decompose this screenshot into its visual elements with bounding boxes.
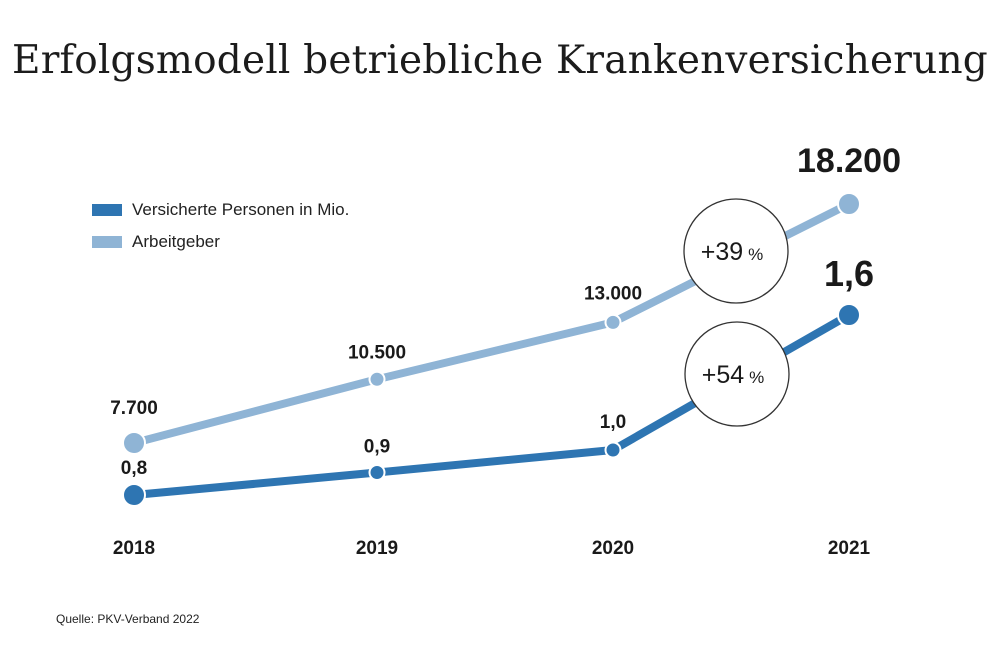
legend-label-arbeitgeber: Arbeitgeber bbox=[132, 232, 220, 251]
data-point-arbeitgeber-2019 bbox=[368, 370, 386, 388]
data-point-versicherte-2021 bbox=[837, 303, 861, 327]
legend-item-arbeitgeber: Arbeitgeber bbox=[92, 226, 349, 258]
x-tick-label-2020: 2020 bbox=[592, 538, 634, 559]
data-label-versicherte-2020: 1,0 bbox=[600, 412, 626, 433]
source-note: Quelle: PKV-Verband 2022 bbox=[56, 612, 200, 626]
data-point-arbeitgeber-2021 bbox=[837, 192, 861, 216]
x-tick-label-2018: 2018 bbox=[113, 538, 155, 559]
data-label-arbeitgeber-2018: 7.700 bbox=[110, 398, 158, 419]
chart-title: Erfolgsmodell betriebliche Krankenversic… bbox=[12, 38, 988, 83]
legend-item-versicherte: Versicherte Personen in Mio. bbox=[92, 194, 349, 226]
growth-circle-versicherte bbox=[684, 321, 790, 427]
data-label-arbeitgeber-2020: 13.000 bbox=[584, 283, 642, 304]
data-label-versicherte-2018: 0,8 bbox=[121, 458, 147, 479]
growth-label-versicherte: +54% bbox=[702, 361, 765, 389]
legend: Versicherte Personen in Mio. Arbeitgeber bbox=[92, 194, 349, 258]
legend-swatch-versicherte bbox=[92, 204, 122, 216]
data-label-versicherte-2021: 1,6 bbox=[824, 253, 874, 294]
legend-label-versicherte: Versicherte Personen in Mio. bbox=[132, 200, 350, 219]
growth-circle-arbeitgeber bbox=[683, 198, 789, 304]
data-point-versicherte-2019 bbox=[368, 464, 386, 481]
x-tick-label-2019: 2019 bbox=[356, 538, 398, 559]
data-point-arbeitgeber-2020 bbox=[604, 313, 622, 331]
growth-label-arbeitgeber: +39% bbox=[701, 238, 764, 266]
data-point-versicherte-2020 bbox=[604, 441, 622, 459]
x-tick-label-2021: 2021 bbox=[828, 538, 871, 559]
data-label-arbeitgeber-2021: 18.200 bbox=[797, 142, 901, 180]
data-point-arbeitgeber-2018 bbox=[122, 431, 146, 455]
legend-swatch-arbeitgeber bbox=[92, 236, 122, 248]
data-label-arbeitgeber-2019: 10.500 bbox=[348, 342, 406, 363]
data-point-versicherte-2018 bbox=[122, 483, 146, 507]
data-label-versicherte-2019: 0,9 bbox=[364, 437, 390, 458]
